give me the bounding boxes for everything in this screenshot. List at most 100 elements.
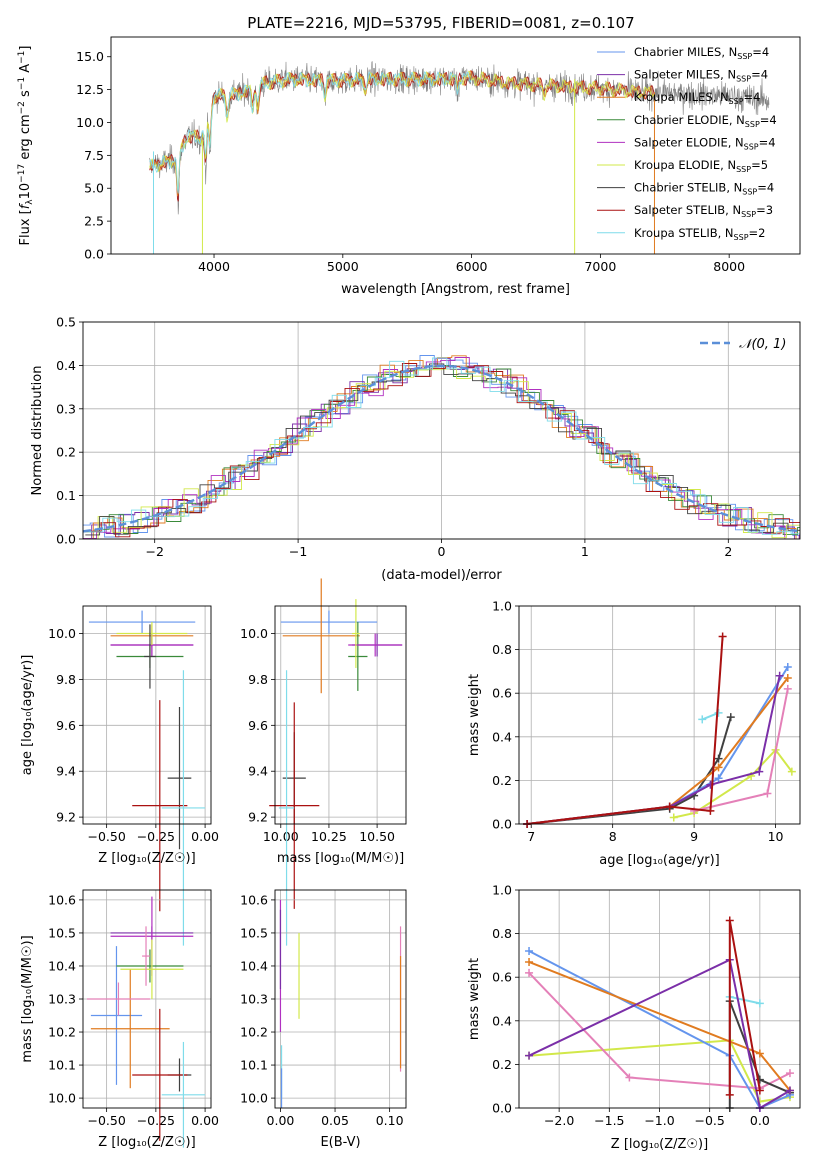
legend-label-tail: =5	[751, 158, 768, 172]
x-axis-label: E(B-V)	[320, 1135, 360, 1150]
mass-vs-Z-panel: −0.50 −0.25 0.00 10.0 10.1 10.2 10.3 10.4 10.5 10…	[20, 889, 219, 1150]
y-axis-label-part: Flux [	[18, 209, 33, 245]
legend-label: Chabrier MILES, NSSP=4	[634, 45, 769, 61]
massweight-vs-age-panel: 7 8 9 10 0.0 0.2 0.4 0.6 0.8 1.0 age [log₁₀(age/yr…	[467, 599, 801, 868]
x-tick-label: 9	[690, 829, 698, 844]
y-axis-label: mass weight	[467, 958, 482, 1040]
normal-curve-line	[82, 364, 798, 533]
axes-frame	[110, 36, 801, 255]
y-tick-label: 10.2	[48, 1025, 76, 1040]
y-tick-label: 9.6	[248, 718, 268, 733]
series-point	[714, 708, 723, 717]
x-tick-label: 0.10	[376, 1113, 404, 1128]
series-point	[775, 671, 784, 680]
axes-frame	[518, 605, 801, 825]
y-tick-label: 0.4	[492, 729, 512, 744]
mass-vs-EBV-panel: 0.00 0.05 0.10 10.0 10.1 10.2 10.3 10.4 10.5 10.6…	[240, 889, 407, 1150]
histogram-step-line	[85, 363, 800, 536]
x-tick-label: −2	[145, 544, 163, 559]
x-tick-label: 0.00	[267, 1113, 295, 1128]
series-point	[669, 813, 678, 822]
y-axis-label: Flux [fλ10−17 erg cm−2 s−1 A−1]	[17, 46, 35, 246]
y-tick-label: 0.0	[84, 247, 104, 262]
legend-label-text: Kroupa MILES, N	[634, 90, 729, 104]
x-tick-label: 5000	[327, 259, 359, 274]
legend-label-tail: =4	[752, 45, 769, 59]
series-point	[625, 1073, 634, 1082]
histogram-step-line	[88, 357, 800, 535]
y-tick-label: 0.2	[492, 773, 512, 788]
y-tick-label: 9.8	[248, 672, 268, 687]
y-axis-label-part: A	[18, 64, 33, 77]
histogram-step-line	[83, 365, 800, 536]
legend-label-text: Chabrier MILES, N	[634, 45, 737, 59]
y-axis-label-part: −1	[17, 51, 27, 64]
y-tick-label: 2.5	[84, 214, 104, 229]
y-tick-label: 10.1	[48, 1058, 76, 1073]
x-tick-label: 1	[581, 544, 589, 559]
chart-layer: 4000 5000 6000 7000 80000.02.55.07.510.012.5…	[17, 36, 801, 1152]
y-tick-label: 0.6	[492, 686, 512, 701]
y-tick-label: 0.2	[492, 1057, 512, 1072]
legend-label-subscript: SSP	[736, 75, 751, 84]
legend-label: Kroupa ELODIE, NSSP=5	[634, 158, 768, 174]
y-tick-label: 10.0	[48, 1091, 76, 1106]
y-tick-label: 10.0	[240, 626, 268, 641]
y-tick-label: 9.2	[248, 810, 268, 825]
x-axis-label: wavelength [Angstrom, rest frame]	[341, 282, 570, 297]
x-tick-label: 7	[527, 829, 535, 844]
x-tick-label: 10.50	[359, 829, 395, 844]
legend-label-subscript: SSP	[741, 210, 756, 219]
figure-title: PLATE=2216, MJD=53795, FIBERID=0081, z=0…	[247, 14, 634, 32]
x-tick-label: 10	[768, 829, 784, 844]
x-tick-label: −0.5	[694, 1113, 724, 1128]
y-tick-label: 9.2	[56, 810, 76, 825]
series-point	[525, 968, 534, 977]
legend-label-subscript: SSP	[742, 188, 757, 197]
x-tick-label: 8	[609, 829, 617, 844]
legend-label-text: Chabrier ELODIE, N	[634, 113, 745, 127]
y-tick-label: 0.6	[492, 970, 512, 985]
y-axis-label-part: s	[18, 90, 33, 101]
x-tick-label: 10.00	[263, 829, 299, 844]
series-point	[785, 1086, 794, 1095]
series-point	[525, 947, 534, 956]
x-tick-label: 0.00	[191, 829, 219, 844]
x-axis-label: Z [log₁₀(Z/Z☉)]	[611, 1137, 708, 1152]
y-axis-label: mass [log₁₀(M/M☉)]	[20, 935, 35, 1062]
y-tick-label: 1.0	[492, 599, 512, 614]
y-tick-label: 10.4	[48, 958, 76, 973]
legend-label-subscript: SSP	[745, 120, 760, 129]
y-tick-label: 0.1	[56, 488, 76, 503]
series-point	[718, 632, 727, 641]
y-tick-label: 10.6	[48, 892, 76, 907]
y-tick-label: 9.6	[56, 718, 76, 733]
series-point	[714, 763, 723, 772]
series-point	[665, 802, 674, 811]
series-point	[725, 1090, 734, 1099]
axes-frame	[274, 889, 407, 1109]
legend-label-tail: =4	[757, 181, 774, 195]
y-axis-label: age [log₁₀(age/yr)]	[20, 655, 35, 776]
series-line	[528, 972, 791, 1090]
x-tick-label: −1.5	[594, 1113, 624, 1128]
y-tick-label: 15.0	[76, 49, 104, 64]
residuals-panel: −2 −1 0 1 2 0.0 0.1 0.2 0.3 0.4 0.5 (data-model)/er…	[30, 315, 801, 583]
x-axis-label: Z [log₁₀(Z/Z☉)]	[98, 851, 195, 866]
y-axis-label-part: −17	[17, 164, 27, 183]
x-tick-label: 0	[438, 544, 446, 559]
legend-label-text: Salpeter STELIB, N	[634, 203, 741, 217]
y-tick-label: 10.0	[240, 1091, 268, 1106]
x-tick-label: 0.05	[321, 1113, 349, 1128]
axes-frame	[518, 889, 801, 1109]
model-spectrum-line	[149, 70, 472, 194]
series-point	[706, 806, 715, 815]
y-tick-label: 1.0	[492, 883, 512, 898]
series-point	[787, 767, 796, 776]
series-point	[525, 957, 534, 966]
y-tick-label: 7.5	[84, 148, 104, 163]
y-tick-label: 0.4	[56, 358, 76, 373]
x-axis-label: age [log₁₀(age/yr)]	[599, 853, 720, 868]
x-tick-label: 7000	[584, 259, 616, 274]
legend-label: Chabrier ELODIE, NSSP=4	[634, 113, 777, 129]
